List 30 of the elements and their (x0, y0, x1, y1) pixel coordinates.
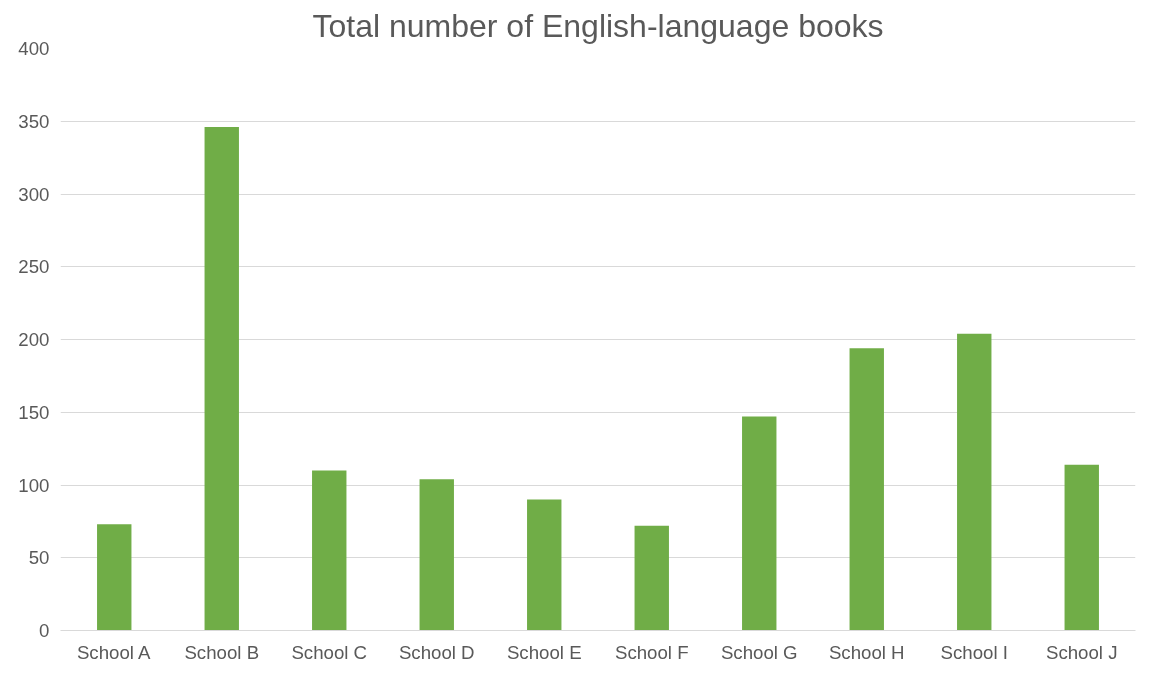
y-tick-label: 200 (18, 329, 50, 350)
chart-title: Total number of English-language books (312, 7, 884, 44)
y-tick-label: 0 (39, 620, 50, 641)
x-tick-label: School E (506, 641, 582, 663)
y-tick-label: 50 (28, 547, 50, 569)
bar (634, 525, 669, 631)
bar (97, 524, 132, 631)
y-tick-label: 100 (18, 474, 50, 496)
y-tick-label: 400 (18, 38, 50, 59)
x-tick-label: School A (76, 641, 152, 663)
x-tick-label: School C (291, 641, 368, 663)
x-tick-label: School H (828, 641, 905, 663)
bar (742, 416, 777, 631)
bar (312, 470, 347, 631)
x-tick-label: School B (184, 641, 260, 663)
x-tick-label: School F (614, 641, 689, 663)
bar (849, 348, 884, 631)
bar (419, 479, 454, 631)
x-tick-label: School J (1045, 641, 1118, 663)
bar (1064, 464, 1099, 631)
x-tick-label: School D (398, 641, 475, 663)
y-tick-label: 350 (18, 110, 50, 132)
bar (527, 499, 562, 631)
y-tick-label: 250 (18, 256, 50, 278)
y-tick-label: 300 (18, 183, 50, 205)
y-tick-label: 150 (18, 401, 50, 423)
bar (957, 333, 992, 631)
bar (204, 127, 239, 631)
x-tick-label: School G (720, 641, 798, 663)
x-tick-label: School I (940, 641, 1008, 663)
